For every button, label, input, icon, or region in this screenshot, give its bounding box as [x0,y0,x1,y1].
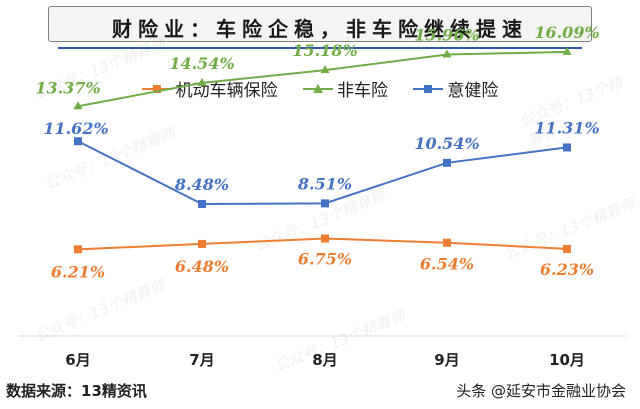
data-point-auto-insurance [563,244,571,253]
data-point-accident-health [321,199,329,208]
data-point-accident-health [563,143,571,152]
x-tick-label: 8月 [312,351,337,369]
series-line-accident-health [77,140,568,205]
data-label-non-auto-insurance: 14.54% [169,54,234,73]
legend-label-nonauto: 非车险 [337,81,388,101]
data-label-accident-health: 8.51% [297,174,352,193]
data-point-accident-health [74,137,82,146]
chart-title: 财险业：车险企稳，非车险继续提速 [112,17,528,41]
data-point-non-auto-insurance [442,49,452,58]
data-point-accident-health [198,199,206,208]
title-box: 财险业：车险企稳，非车险继续提速 [48,6,592,42]
data-point-auto-insurance [321,234,329,243]
data-source: 数据来源：13精资讯 [6,382,147,400]
data-label-accident-health: 11.62% [43,119,108,138]
data-point-non-auto-insurance [73,101,83,110]
credit-text: 头条 @延安市金融业协会 [456,382,626,400]
data-label-auto-insurance: 6.23% [540,260,594,279]
data-label-non-auto-insurance: 13.37% [35,78,100,97]
title-underline [58,47,582,49]
legend-swatch-nonauto [303,83,333,93]
data-point-auto-insurance [443,238,451,247]
legend-label-auto: 机动车辆保险 [175,81,278,101]
legend-swatch-auto [141,84,172,93]
legend-label-accident-health: 意健险 [447,81,499,101]
legend-swatch-accident-health [413,84,444,93]
x-tick-label: 6月 [65,351,90,369]
data-label-auto-insurance: 6.21% [51,262,105,281]
x-tick-label: 9月 [434,351,459,369]
data-label-accident-health: 11.31% [534,118,599,137]
data-point-auto-insurance [198,239,206,248]
x-tick-label: 7月 [189,351,214,369]
data-label-auto-insurance: 6.48% [175,257,229,276]
data-label-accident-health: 10.54% [414,134,479,153]
legend-item-accident-health: 意健险 [413,76,498,101]
data-label-accident-health: 8.48% [174,175,229,194]
data-label-non-auto-insurance: 16.09% [534,23,599,42]
data-point-non-auto-insurance [562,46,572,55]
legend-item-auto: 机动车辆保险 [141,76,278,101]
data-point-non-auto-insurance [197,77,207,86]
data-point-accident-health [443,158,451,167]
data-point-auto-insurance [74,245,82,254]
data-label-non-auto-insurance: 15.18% [292,41,357,60]
data-label-auto-insurance: 6.54% [420,255,474,274]
data-point-non-auto-insurance [320,65,330,74]
legend: 机动车辆保险 非车险 意健险 [0,76,640,102]
data-label-non-auto-insurance: 15.96% [414,26,479,45]
legend-item-nonauto: 非车险 [303,76,388,101]
x-tick-label: 10月 [549,351,585,369]
data-label-auto-insurance: 6.75% [298,250,352,269]
